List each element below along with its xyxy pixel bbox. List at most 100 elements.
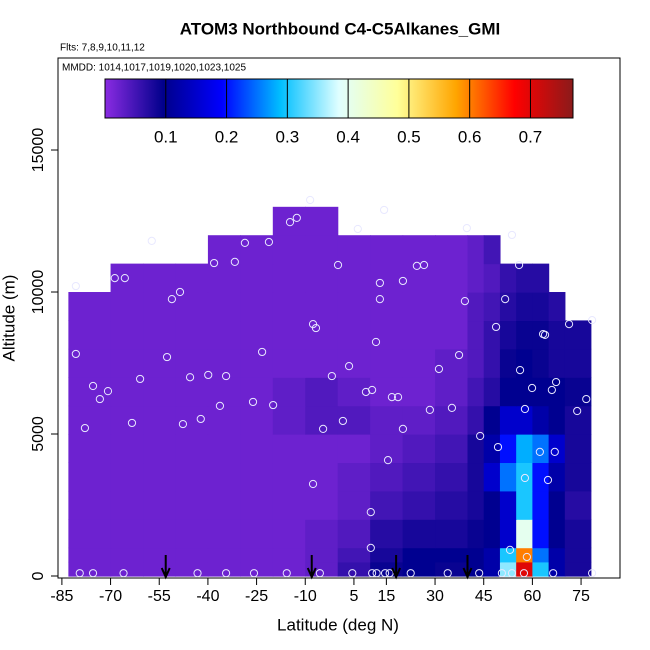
colorbar-tick-label: 0.2 [215, 127, 239, 146]
heat-cell [68, 561, 112, 577]
sample-point [380, 569, 390, 578]
heat-cell [110, 519, 144, 549]
heat-cell [532, 561, 550, 577]
heat-cell [175, 377, 209, 407]
heat-cell [175, 561, 209, 577]
heat-cell [483, 292, 501, 322]
sample-point [319, 424, 328, 434]
heat-cell [207, 377, 241, 407]
arrow [462, 555, 473, 580]
sample-point [282, 569, 291, 578]
heat-cell [207, 490, 241, 520]
heat-cell [402, 561, 436, 577]
heat-cell [467, 377, 485, 407]
sample-point [193, 569, 202, 578]
heat-cell [305, 320, 339, 350]
sample-point [515, 366, 525, 375]
sample-point [522, 552, 531, 562]
heat-cell [548, 561, 566, 577]
y-tick-label: 5000 [30, 416, 47, 452]
sample-point [344, 362, 354, 371]
sample-point [221, 569, 231, 578]
heat-cell [402, 434, 436, 464]
sample-point [315, 569, 324, 578]
sample-point [88, 381, 98, 391]
heat-cell [207, 348, 241, 378]
colorbar-tick-label: 0.6 [458, 127, 482, 146]
sample-point [306, 195, 315, 205]
heat-cell [272, 561, 306, 577]
heat-cell [467, 405, 485, 435]
heat-cell [68, 547, 112, 563]
x-tick-label: 15 [377, 588, 395, 605]
heat-cell [483, 462, 501, 492]
sample-point [535, 447, 544, 457]
heat-cell [516, 462, 533, 492]
heat-cell [402, 547, 436, 563]
x-tick-label: -55 [148, 588, 171, 605]
heat-cell [370, 348, 404, 378]
heat-cell [207, 547, 241, 563]
colorbar-tick-label: 0.7 [519, 127, 543, 146]
heat-cell [499, 263, 517, 293]
heat-cell [143, 561, 177, 577]
heat-cell [68, 405, 112, 435]
heat-cell [305, 490, 339, 520]
sample-point [460, 297, 469, 306]
heat-cell [435, 348, 469, 378]
heat-cell [337, 462, 371, 492]
heat-cell [272, 206, 306, 236]
sample-point [543, 475, 553, 485]
heat-cell [435, 561, 469, 577]
sample-point [119, 569, 128, 578]
heat-cell [175, 405, 209, 435]
heat-cell [240, 348, 274, 378]
heat-cell [435, 263, 469, 293]
heat-cell [467, 561, 485, 577]
heat-cell [516, 348, 533, 378]
heat-cell [337, 235, 371, 265]
heat-cell [110, 348, 144, 378]
heat-cell [532, 377, 550, 407]
sample-point [393, 392, 403, 402]
sample-point [501, 295, 510, 304]
sample-point [505, 545, 515, 554]
heat-cell [272, 405, 306, 435]
heat-cell [499, 405, 517, 435]
sample-point [308, 479, 318, 489]
heat-cell [516, 547, 533, 563]
sample-point [573, 406, 582, 416]
sample-point [375, 278, 384, 288]
heat-cell [68, 519, 112, 549]
heat-cell [548, 462, 566, 492]
subtitle: Flts: 7,8,9,10,11,12 [60, 43, 145, 54]
sample-point [507, 230, 517, 240]
heat-cell [305, 462, 339, 492]
sample-point [540, 330, 550, 339]
sample-point [366, 508, 375, 517]
heat-cell [467, 263, 485, 293]
heat-cell [499, 292, 517, 322]
sample-point [475, 569, 484, 578]
sample-point [406, 569, 415, 578]
heat-cell [370, 405, 404, 435]
heat-cell [305, 377, 339, 407]
heat-cell [337, 348, 371, 378]
x-tick-label: 45 [475, 588, 493, 605]
sample-point [587, 316, 597, 325]
heat-cell [548, 348, 566, 378]
heat-cell [499, 462, 517, 492]
sample-point [434, 364, 444, 374]
heat-cell [548, 547, 566, 563]
colorbar [104, 78, 574, 119]
heat-cell [516, 292, 533, 322]
heat-cell [240, 263, 274, 293]
heat-cell [564, 519, 592, 549]
heat-cell [143, 292, 177, 322]
heat-cell [435, 320, 469, 350]
sample-point [348, 569, 357, 578]
heat-cell [467, 434, 485, 464]
heat-cell [435, 490, 469, 520]
heat-cell [483, 561, 501, 577]
heat-cell [370, 263, 404, 293]
